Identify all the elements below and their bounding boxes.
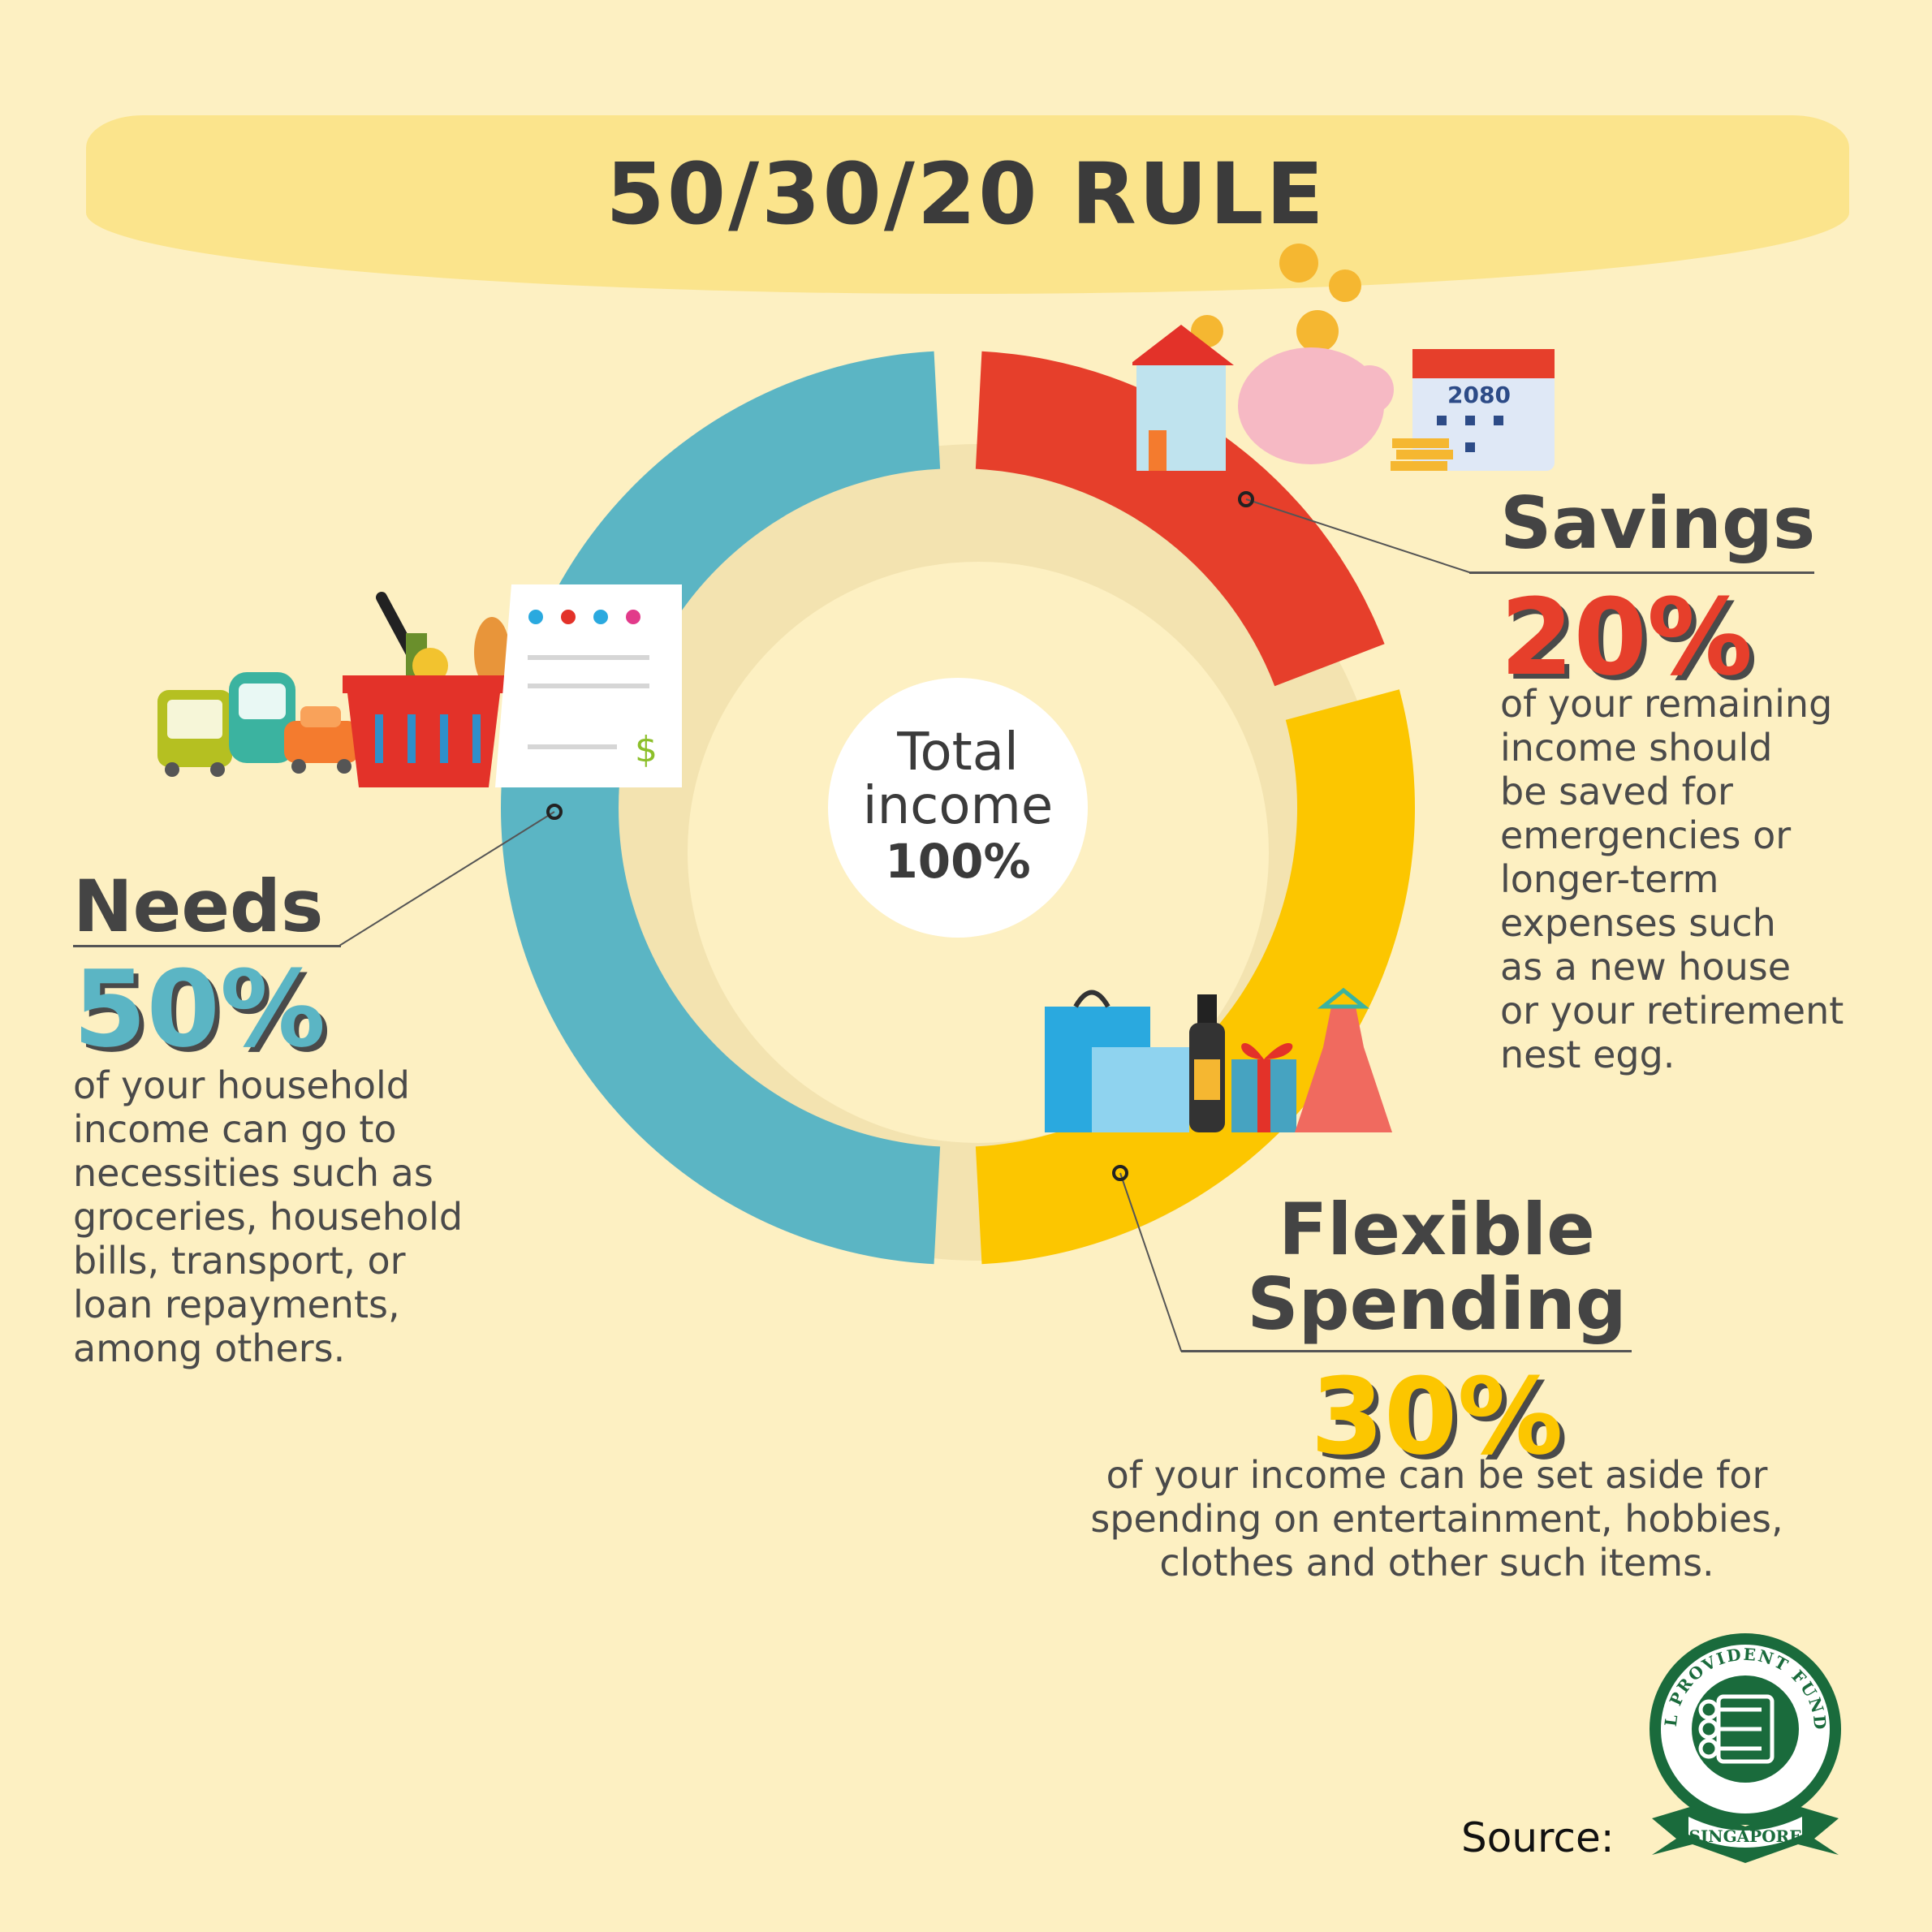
flexible-description-line: clothes and other such items.: [1159, 1541, 1714, 1585]
slice-flexible-spending: [975, 689, 1415, 1265]
savings-heading: Savings: [1500, 481, 1816, 565]
savings-icon-cluster: 2080: [1132, 244, 1555, 471]
house-icon: [1132, 325, 1234, 471]
flexible-heading-line2: Spending: [1247, 1262, 1627, 1346]
needs-description-line: among others.: [73, 1326, 346, 1370]
needs-description-line: of your household: [73, 1063, 411, 1107]
piggy-bank-icon: [1238, 347, 1394, 464]
center-label-line1: Total: [897, 722, 1019, 783]
savings-description-line: emergencies or: [1500, 813, 1792, 857]
savings-description-line: or your retirement: [1500, 989, 1844, 1033]
savings-leader-dot: [1238, 491, 1254, 507]
needs-description-line: groceries, household: [73, 1195, 464, 1239]
gift-box-icon: [1231, 1043, 1296, 1132]
center-label-value: 100%: [885, 834, 1031, 889]
savings-description-line: income should: [1500, 726, 1773, 770]
source-label: Source:: [1461, 1814, 1615, 1861]
flexible-description-line: of your income can be set aside for: [1106, 1453, 1768, 1497]
center-label: Total income 100%: [828, 678, 1088, 938]
dress-icon: [1295, 987, 1392, 1132]
needs-description: of your household income can go to necessi…: [73, 1063, 463, 1370]
needs-icon-cluster: $: [157, 584, 682, 787]
wine-bottle-icon: [1189, 994, 1225, 1132]
title-banner: [86, 115, 1849, 294]
flexible-percent: 30%: [1310, 1355, 1563, 1478]
flexible-heading-line1: Flexible: [1279, 1188, 1595, 1271]
savings-description-line: as a new house: [1500, 945, 1792, 989]
taxi-icon: [284, 706, 359, 774]
needs-description-line: income can go to: [73, 1107, 397, 1151]
savings-description-line: nest egg.: [1500, 1033, 1675, 1076]
flexible-underline: [1181, 1350, 1632, 1352]
savings-percent: 20%: [1500, 576, 1753, 699]
savings-description-line: of your remaining: [1500, 682, 1833, 726]
bill-dollar-text: $: [635, 729, 658, 770]
coin-stack-icon: [1391, 438, 1453, 471]
center-label-line2: income: [862, 776, 1054, 836]
needs-description-line: loan repayments,: [73, 1283, 400, 1326]
needs-heading: Needs: [73, 865, 324, 948]
savings-description-line: longer-term: [1500, 857, 1719, 901]
needs-description-line: necessities such as: [73, 1151, 433, 1195]
needs-leader-dot: [546, 804, 563, 820]
seal-ribbon-text: SINGAPORE: [1688, 1826, 1801, 1846]
savings-description-line: be saved for: [1500, 770, 1733, 813]
slice-savings: [975, 351, 1385, 687]
train-icon: [229, 672, 295, 763]
page-title: 50/30/20 RULE: [606, 144, 1326, 244]
needs-underline: [73, 945, 341, 947]
donut-slices: [500, 351, 1415, 1265]
flexible-description: of your income can be set aside for spend…: [1007, 1453, 1867, 1585]
cpf-seal-logo: CENTRAL PROVIDENT FUND BOARD SINGAPORE: [1644, 1632, 1841, 1863]
flexible-icon-cluster: [1045, 987, 1392, 1132]
shopping-bag-icon: [1045, 990, 1189, 1132]
flexible-description-line: spending on entertainment, hobbies,: [1090, 1497, 1783, 1541]
coin-icon: [1191, 244, 1361, 352]
flexible-leader-dot: [1112, 1165, 1128, 1181]
savings-underline: [1469, 571, 1814, 574]
savings-description: of your remaining income should be saved f…: [1500, 682, 1844, 1076]
needs-percent: 50%: [73, 947, 326, 1071]
bill-icon: $: [495, 584, 682, 787]
savings-description-line: expenses such: [1500, 901, 1776, 945]
calendar-year-text: 2080: [1447, 382, 1511, 408]
bus-icon: [157, 690, 232, 777]
grocery-basket-icon: [343, 592, 510, 787]
slice-needs: [500, 351, 941, 1265]
needs-description-line: bills, transport, or: [73, 1239, 406, 1283]
